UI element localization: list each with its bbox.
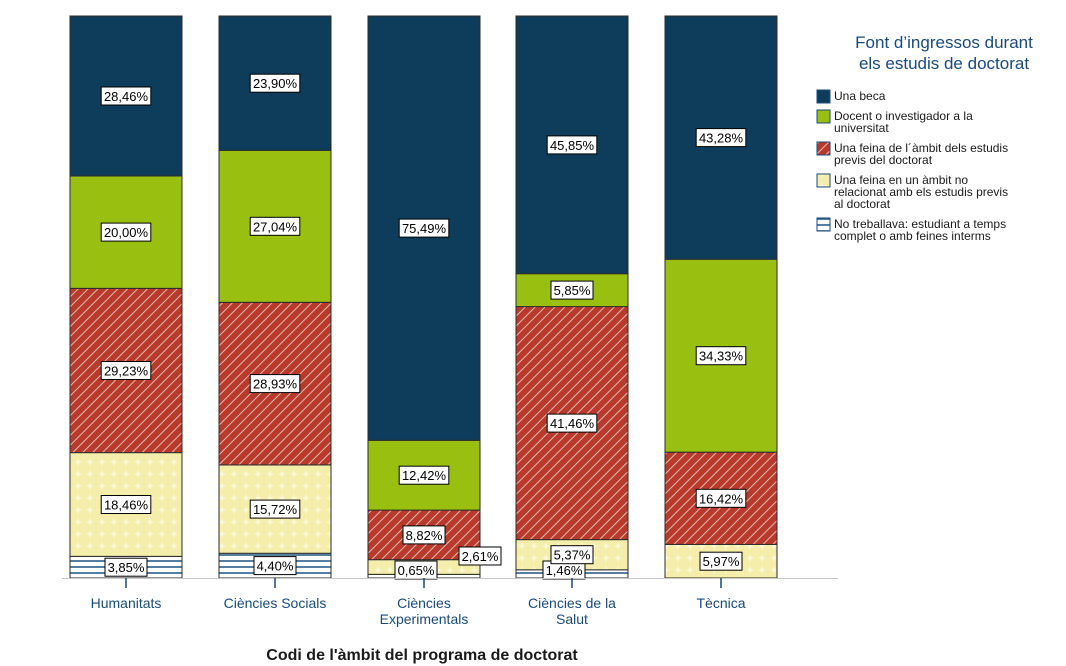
x-axis-title: Codi de l'àmbit del programa de doctorat (266, 647, 578, 664)
svg-text:43,28%: 43,28% (699, 131, 744, 146)
svg-text:1,46%: 1,46% (546, 563, 583, 578)
x-tick-label: Ciències Experimentals (380, 595, 469, 627)
svg-text:16,42%: 16,42% (699, 491, 744, 506)
svg-text:75,49%: 75,49% (402, 221, 447, 236)
legend-item: Docent o investigador a la universitat (816, 109, 973, 135)
legend-item: Una feina en un àmbit no relacionat amb e… (816, 173, 1008, 211)
segment-label: 28,46% (100, 86, 152, 106)
x-tick-label: Ciències de la Salut (528, 595, 616, 627)
legend-label: Una feina de l´àmbit dels estudis previs … (834, 141, 1008, 167)
svg-text:0,65%: 0,65% (398, 563, 435, 578)
segment-label: 5,85% (550, 280, 594, 300)
segment-label: 41,46% (546, 413, 598, 433)
segment-label: 8,82% (402, 525, 446, 545)
segment-labels-layer: 3,85% 18,46% 29,23% 20,00% 28,46% 4,40% 15,72%… (100, 73, 747, 580)
segment-label: 16,42% (695, 488, 747, 508)
svg-text:4,40%: 4,40% (257, 559, 294, 574)
x-axis: Humanitats Ciències Socials Ciències Experi… (62, 578, 838, 627)
svg-text:23,90%: 23,90% (253, 76, 298, 91)
legend-title: Font d’ingressos durant els estudis de do… (855, 33, 1033, 73)
svg-text:18,46%: 18,46% (104, 497, 149, 512)
x-tick-label: Humanitats (91, 595, 162, 611)
x-tick-label: Ciències Socials (224, 595, 327, 611)
legend-item: Una beca (816, 89, 886, 104)
svg-text:3,85%: 3,85% (108, 560, 145, 575)
svg-text:12,42%: 12,42% (402, 468, 447, 483)
segment-label: 3,85% (104, 557, 148, 577)
svg-text:28,46%: 28,46% (104, 89, 149, 104)
legend-label: Docent o investigador a la universitat (834, 109, 973, 135)
svg-text:5,97%: 5,97% (703, 554, 740, 569)
svg-text:20,00%: 20,00% (104, 225, 149, 240)
svg-text:5,85%: 5,85% (554, 283, 591, 298)
svg-text:41,46%: 41,46% (550, 416, 595, 431)
legend-swatch (816, 109, 831, 124)
svg-text:34,33%: 34,33% (699, 349, 744, 364)
legend-swatch (816, 173, 831, 188)
segment-label: 20,00% (100, 222, 152, 242)
segment-label: 75,49% (398, 218, 450, 238)
segment-label: 12,42% (398, 465, 450, 485)
svg-text:15,72%: 15,72% (253, 502, 298, 517)
segment-label: 0,65% (394, 560, 438, 580)
segment-label: 28,93% (249, 374, 301, 394)
legend-swatch (816, 89, 831, 104)
bars-layer (69, 15, 778, 579)
segment-label: 5,37% (550, 545, 594, 565)
legend-label: No treballava: estudiant a temps complet … (834, 217, 1006, 243)
segment-label: 34,33% (695, 346, 747, 366)
segment-label: 29,23% (100, 361, 152, 380)
x-tick-label: Tècnica (696, 595, 745, 611)
svg-text:45,85%: 45,85% (550, 138, 595, 153)
segment-label: 5,97% (699, 551, 743, 571)
legend-label: Una beca (834, 89, 886, 103)
legend-label: Una feina en un àmbit no relacionat amb e… (834, 173, 1008, 211)
segment-label: 27,04% (249, 216, 301, 236)
legend: Font d’ingressos durant els estudis de do… (816, 33, 1033, 243)
legend-item: Una feina de l´àmbit dels estudis previs … (816, 141, 1008, 167)
segment-label: 18,46% (100, 495, 152, 514)
svg-text:5,37%: 5,37% (554, 548, 591, 563)
segment-label: 15,72% (249, 499, 301, 519)
svg-text:29,23%: 29,23% (104, 363, 149, 378)
segment-label: 23,90% (249, 73, 301, 93)
legend-swatch (816, 217, 831, 232)
segment-label: 4,40% (253, 556, 297, 576)
svg-text:27,04%: 27,04% (253, 219, 298, 234)
legend-item: No treballava: estudiant a temps complet … (816, 217, 1006, 243)
legend-swatch (816, 141, 831, 156)
segment-label: 1,46% (542, 560, 586, 580)
svg-text:28,93%: 28,93% (253, 377, 298, 392)
svg-text:2,61%: 2,61% (462, 549, 499, 564)
segment-label: 2,61% (458, 546, 502, 566)
svg-text:8,82%: 8,82% (406, 528, 443, 543)
segment-label: 45,85% (546, 135, 598, 155)
segment-label: 43,28% (695, 128, 747, 148)
